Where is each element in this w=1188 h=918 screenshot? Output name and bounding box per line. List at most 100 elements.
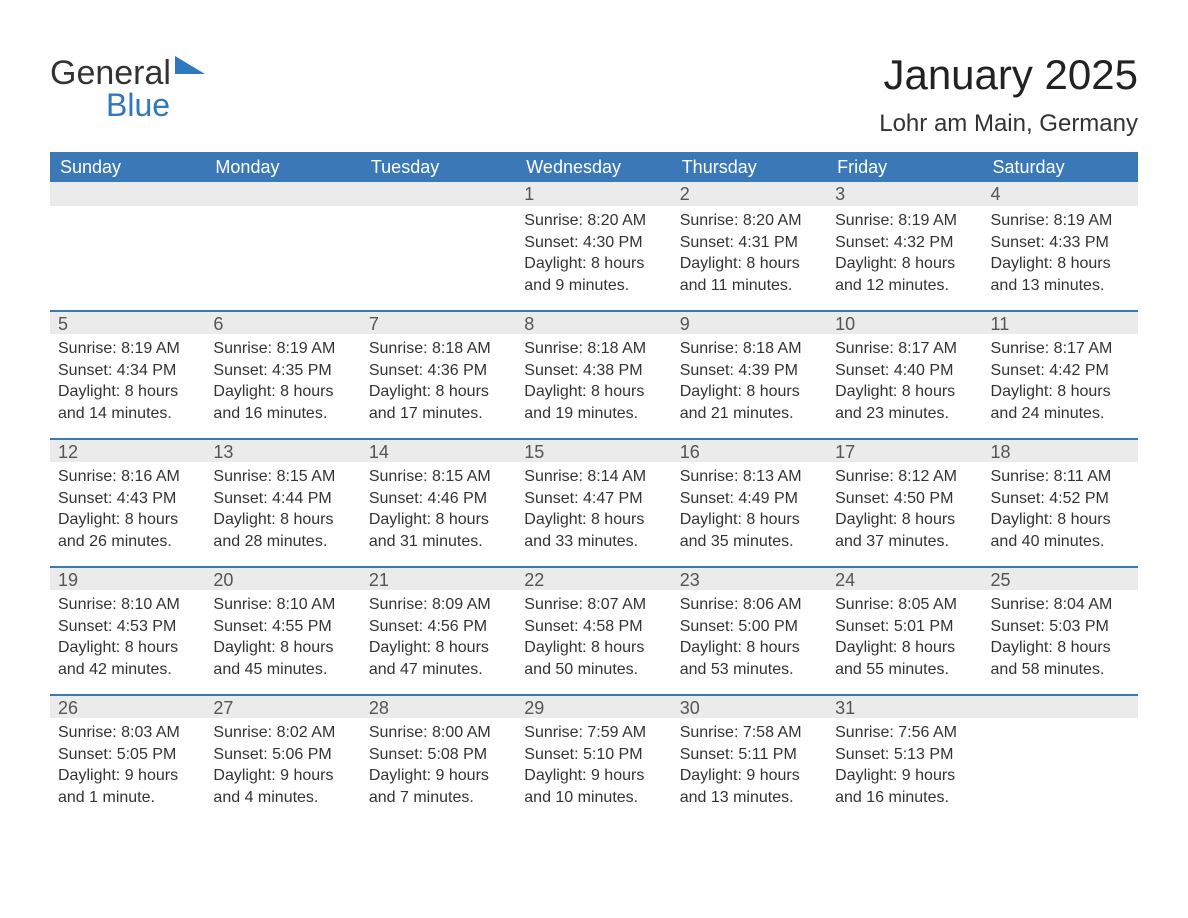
day-cell: 28Sunrise: 8:00 AMSunset: 5:08 PMDayligh…	[361, 694, 516, 822]
day-cell: 5Sunrise: 8:19 AMSunset: 4:34 PMDaylight…	[50, 310, 205, 438]
day-number: 8	[516, 310, 671, 334]
day-number: 24	[827, 566, 982, 590]
day-body: Sunrise: 8:12 AMSunset: 4:50 PMDaylight:…	[827, 462, 982, 564]
daylight-text: Daylight: 8 hours and 47 minutes.	[369, 637, 508, 680]
day-number: 23	[672, 566, 827, 590]
sunset-text: Sunset: 5:03 PM	[991, 616, 1130, 638]
daylight-text: Daylight: 9 hours and 1 minute.	[58, 765, 197, 808]
sunrise-text: Sunrise: 8:19 AM	[58, 338, 197, 360]
daylight-text: Daylight: 8 hours and 11 minutes.	[680, 253, 819, 296]
day-cell: 9Sunrise: 8:18 AMSunset: 4:39 PMDaylight…	[672, 310, 827, 438]
day-number: 17	[827, 438, 982, 462]
sunrise-text: Sunrise: 8:12 AM	[835, 466, 974, 488]
sunset-text: Sunset: 4:46 PM	[369, 488, 508, 510]
day-body: Sunrise: 8:06 AMSunset: 5:00 PMDaylight:…	[672, 590, 827, 692]
week-row: 1Sunrise: 8:20 AMSunset: 4:30 PMDaylight…	[50, 182, 1138, 310]
sunrise-text: Sunrise: 7:56 AM	[835, 722, 974, 744]
sunset-text: Sunset: 4:34 PM	[58, 360, 197, 382]
day-number: 30	[672, 694, 827, 718]
sunrise-text: Sunrise: 8:00 AM	[369, 722, 508, 744]
sunrise-text: Sunrise: 8:06 AM	[680, 594, 819, 616]
sunset-text: Sunset: 4:39 PM	[680, 360, 819, 382]
day-body: Sunrise: 8:20 AMSunset: 4:31 PMDaylight:…	[672, 206, 827, 308]
day-body	[361, 206, 516, 222]
day-cell: 12Sunrise: 8:16 AMSunset: 4:43 PMDayligh…	[50, 438, 205, 566]
day-cell: 15Sunrise: 8:14 AMSunset: 4:47 PMDayligh…	[516, 438, 671, 566]
day-cell: 27Sunrise: 8:02 AMSunset: 5:06 PMDayligh…	[205, 694, 360, 822]
daylight-text: Daylight: 8 hours and 13 minutes.	[991, 253, 1130, 296]
day-number: 18	[983, 438, 1138, 462]
sunset-text: Sunset: 5:13 PM	[835, 744, 974, 766]
daylight-text: Daylight: 8 hours and 42 minutes.	[58, 637, 197, 680]
day-cell	[50, 182, 205, 310]
day-cell: 19Sunrise: 8:10 AMSunset: 4:53 PMDayligh…	[50, 566, 205, 694]
logo-text: General Blue	[50, 56, 205, 124]
daylight-text: Daylight: 9 hours and 10 minutes.	[524, 765, 663, 808]
week-row: 12Sunrise: 8:16 AMSunset: 4:43 PMDayligh…	[50, 438, 1138, 566]
weekday-header: Wednesday	[516, 157, 671, 178]
day-body: Sunrise: 8:14 AMSunset: 4:47 PMDaylight:…	[516, 462, 671, 564]
day-cell: 3Sunrise: 8:19 AMSunset: 4:32 PMDaylight…	[827, 182, 982, 310]
sunset-text: Sunset: 4:40 PM	[835, 360, 974, 382]
day-number	[983, 694, 1138, 718]
daylight-text: Daylight: 8 hours and 35 minutes.	[680, 509, 819, 552]
day-body: Sunrise: 8:18 AMSunset: 4:38 PMDaylight:…	[516, 334, 671, 436]
location-label: Lohr am Main, Germany	[879, 110, 1138, 138]
day-cell: 29Sunrise: 7:59 AMSunset: 5:10 PMDayligh…	[516, 694, 671, 822]
sunrise-text: Sunrise: 8:20 AM	[680, 210, 819, 232]
day-body: Sunrise: 7:58 AMSunset: 5:11 PMDaylight:…	[672, 718, 827, 820]
logo-word-2: Blue	[106, 87, 170, 123]
day-body: Sunrise: 8:16 AMSunset: 4:43 PMDaylight:…	[50, 462, 205, 564]
daylight-text: Daylight: 8 hours and 28 minutes.	[213, 509, 352, 552]
day-body: Sunrise: 8:19 AMSunset: 4:32 PMDaylight:…	[827, 206, 982, 308]
day-body: Sunrise: 8:09 AMSunset: 4:56 PMDaylight:…	[361, 590, 516, 692]
day-body: Sunrise: 8:10 AMSunset: 4:53 PMDaylight:…	[50, 590, 205, 692]
week-row: 19Sunrise: 8:10 AMSunset: 4:53 PMDayligh…	[50, 566, 1138, 694]
day-body: Sunrise: 8:19 AMSunset: 4:34 PMDaylight:…	[50, 334, 205, 436]
daylight-text: Daylight: 9 hours and 7 minutes.	[369, 765, 508, 808]
daylight-text: Daylight: 8 hours and 40 minutes.	[991, 509, 1130, 552]
sunset-text: Sunset: 4:49 PM	[680, 488, 819, 510]
week-row: 5Sunrise: 8:19 AMSunset: 4:34 PMDaylight…	[50, 310, 1138, 438]
sunrise-text: Sunrise: 8:17 AM	[991, 338, 1130, 360]
sunrise-text: Sunrise: 8:11 AM	[991, 466, 1130, 488]
day-cell	[361, 182, 516, 310]
daylight-text: Daylight: 9 hours and 4 minutes.	[213, 765, 352, 808]
day-cell: 8Sunrise: 8:18 AMSunset: 4:38 PMDaylight…	[516, 310, 671, 438]
day-cell: 23Sunrise: 8:06 AMSunset: 5:00 PMDayligh…	[672, 566, 827, 694]
sunrise-text: Sunrise: 8:03 AM	[58, 722, 197, 744]
day-cell: 21Sunrise: 8:09 AMSunset: 4:56 PMDayligh…	[361, 566, 516, 694]
day-number: 21	[361, 566, 516, 590]
day-cell: 31Sunrise: 7:56 AMSunset: 5:13 PMDayligh…	[827, 694, 982, 822]
daylight-text: Daylight: 8 hours and 14 minutes.	[58, 381, 197, 424]
day-number: 16	[672, 438, 827, 462]
day-body: Sunrise: 8:02 AMSunset: 5:06 PMDaylight:…	[205, 718, 360, 820]
sunset-text: Sunset: 4:56 PM	[369, 616, 508, 638]
sunrise-text: Sunrise: 8:02 AM	[213, 722, 352, 744]
day-body: Sunrise: 8:19 AMSunset: 4:35 PMDaylight:…	[205, 334, 360, 436]
weekday-header: Monday	[205, 157, 360, 178]
day-cell: 14Sunrise: 8:15 AMSunset: 4:46 PMDayligh…	[361, 438, 516, 566]
day-number: 9	[672, 310, 827, 334]
day-cell: 20Sunrise: 8:10 AMSunset: 4:55 PMDayligh…	[205, 566, 360, 694]
day-cell: 17Sunrise: 8:12 AMSunset: 4:50 PMDayligh…	[827, 438, 982, 566]
day-number	[205, 182, 360, 206]
sunset-text: Sunset: 4:50 PM	[835, 488, 974, 510]
daylight-text: Daylight: 8 hours and 9 minutes.	[524, 253, 663, 296]
sunrise-text: Sunrise: 8:19 AM	[835, 210, 974, 232]
sunrise-text: Sunrise: 8:18 AM	[524, 338, 663, 360]
sunrise-text: Sunrise: 8:18 AM	[369, 338, 508, 360]
day-cell	[205, 182, 360, 310]
day-cell	[983, 694, 1138, 822]
sunrise-text: Sunrise: 8:13 AM	[680, 466, 819, 488]
day-body: Sunrise: 8:10 AMSunset: 4:55 PMDaylight:…	[205, 590, 360, 692]
sunrise-text: Sunrise: 8:14 AM	[524, 466, 663, 488]
sunrise-text: Sunrise: 8:10 AM	[213, 594, 352, 616]
sunrise-text: Sunrise: 8:19 AM	[991, 210, 1130, 232]
day-body: Sunrise: 8:15 AMSunset: 4:44 PMDaylight:…	[205, 462, 360, 564]
day-body: Sunrise: 7:56 AMSunset: 5:13 PMDaylight:…	[827, 718, 982, 820]
day-number: 31	[827, 694, 982, 718]
day-cell: 10Sunrise: 8:17 AMSunset: 4:40 PMDayligh…	[827, 310, 982, 438]
day-body: Sunrise: 8:00 AMSunset: 5:08 PMDaylight:…	[361, 718, 516, 820]
daylight-text: Daylight: 8 hours and 17 minutes.	[369, 381, 508, 424]
